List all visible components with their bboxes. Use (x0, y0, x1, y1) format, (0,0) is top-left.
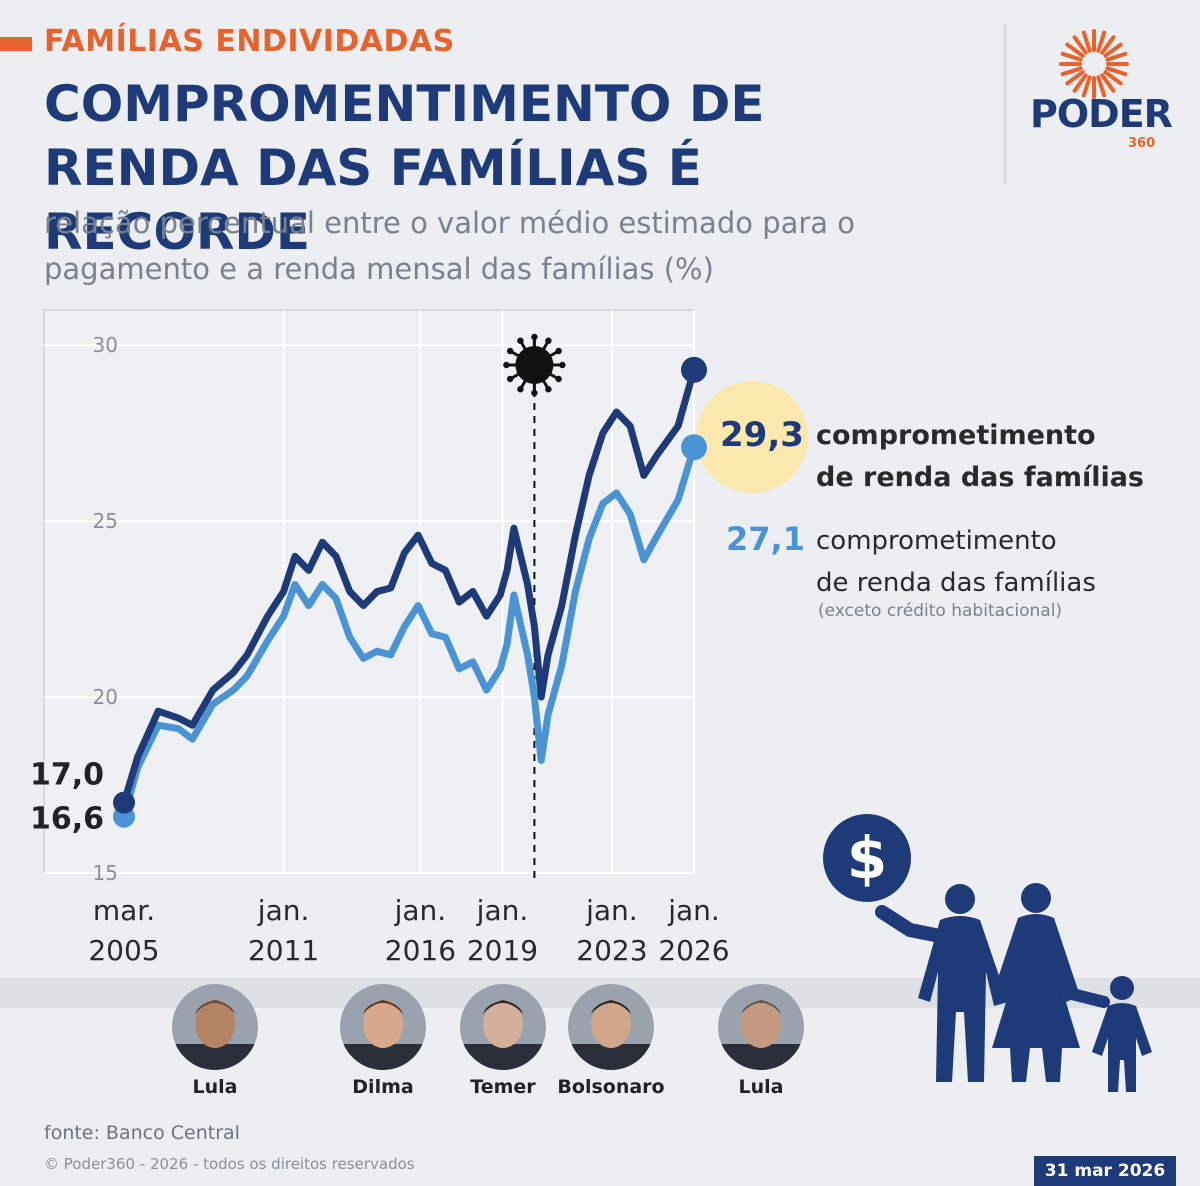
series-line-1 (120, 366, 698, 807)
series-legend: 29,3 comprometimento de renda das famíli… (720, 415, 1144, 621)
sun-ray (1072, 35, 1088, 55)
president-card: Temer (448, 984, 558, 1098)
x-tick-label: 2016 (385, 934, 456, 967)
dollar-icon: $ (847, 824, 887, 892)
president-name: Dilma (352, 1076, 414, 1098)
legend-secondary-value: 27,1 (726, 520, 805, 558)
sun-ray (1081, 30, 1092, 53)
y-axis-ticks: 15 20 25 30 (93, 333, 118, 885)
sun-ray (1060, 51, 1083, 62)
virus-spike-tip (517, 337, 524, 344)
avatar (172, 984, 258, 1070)
x-tick-label: jan. (476, 894, 529, 927)
virus-spike-tip (503, 361, 510, 369)
first-value-label: 17,0 (30, 758, 104, 793)
sun-ray (1072, 73, 1088, 93)
chart-subtitle: relação percentual entre o valor médio e… (44, 206, 856, 286)
series-endpoints (113, 356, 707, 828)
x-tick-label: 2011 (248, 934, 319, 967)
series-line-2 (120, 443, 698, 821)
copyright-note: © Poder360 - 2026 - todos os direitos re… (44, 1155, 415, 1173)
sun-ray (1065, 70, 1085, 86)
publication-date: 31 mar 2026 (1034, 1156, 1176, 1186)
sun-ray (1096, 30, 1107, 53)
avatar (460, 984, 546, 1070)
legend-secondary-line1: comprometimento (816, 526, 1057, 556)
virus-body (515, 346, 554, 384)
x-axis-ticks: mar. 2005 jan. 2011 jan. 2016 jan. 2019 jan. 2023… (88, 894, 729, 967)
virus-spike-tip (555, 347, 562, 355)
avatar (568, 984, 654, 1070)
virus-spike-tip (506, 375, 514, 383)
kicker: FAMÍLIAS ENDIVIDADAS (44, 24, 455, 59)
x-tick-label: jan. (394, 894, 447, 927)
series-lines (120, 366, 698, 821)
sun-ray (1100, 73, 1116, 93)
x-tick-label: mar. (93, 894, 155, 927)
line-chart: 15 20 25 30 mar. 2005 jan. 2011 jan. 2016 jan. 201… (30, 309, 1144, 967)
legend-secondary-note: (exceto crédito habitacional) (818, 601, 1062, 621)
sun-ray (1103, 42, 1123, 58)
x-tick-label: 2026 (658, 934, 729, 967)
president-card: Lula (160, 984, 270, 1098)
y-tick-label: 20 (93, 685, 118, 709)
virus-spike-tip (545, 386, 552, 393)
president-card: Lula (706, 984, 816, 1098)
chart-grid (43, 309, 695, 874)
virus-spike-tip (517, 386, 524, 393)
president-card: Bolsonaro (556, 984, 666, 1098)
sun-logo-icon (1059, 29, 1129, 99)
president-name: Temer (470, 1076, 536, 1098)
legend-main-line2: de renda das famílias (816, 462, 1144, 493)
y-tick-label: 15 (93, 861, 118, 885)
sun-ray (1100, 35, 1116, 55)
x-tick-label: 2023 (576, 934, 647, 967)
kicker-accent-bar (0, 37, 32, 51)
series-end-point (681, 356, 707, 383)
x-tick-label: jan. (257, 894, 310, 927)
page-title: COMPROMENTIMENTO DE RENDA DAS FAMÍLIAS É… (44, 75, 765, 261)
y-tick-label: 30 (93, 333, 118, 357)
sun-ray (1103, 70, 1123, 86)
virus-spike-tip (506, 347, 514, 355)
avatar (340, 984, 426, 1070)
president-card: Dilma (328, 984, 438, 1098)
family-icon: $ (823, 814, 1152, 1092)
source-note: fonte: Banco Central (44, 1122, 240, 1144)
sun-ray (1105, 51, 1128, 62)
x-tick-label: jan. (585, 894, 638, 927)
data-labels: 16,6 17,0 (30, 758, 104, 837)
virus-spike-tip (531, 389, 538, 397)
avatar (718, 984, 804, 1070)
virus-spike-tip (531, 333, 538, 341)
sun-ray (1060, 66, 1083, 77)
plot-area (43, 309, 695, 874)
series-start-point (113, 791, 135, 814)
president-name: Bolsonaro (557, 1076, 665, 1098)
logo-wordmark: PODER (1030, 92, 1173, 136)
president-name: Lula (738, 1076, 784, 1098)
virus-spike-tip (559, 361, 566, 369)
logo-number: 360 (1128, 136, 1156, 151)
y-tick-label: 25 (93, 509, 118, 533)
covid-marker (503, 333, 566, 879)
covid-icon (503, 333, 566, 397)
legend-main-value: 29,3 (720, 415, 804, 455)
value-highlight-circle (696, 381, 808, 493)
sun-ray (1065, 42, 1085, 58)
virus-spike-tip (545, 337, 552, 344)
x-tick-label: jan. (667, 894, 720, 927)
sun-ray (1105, 66, 1128, 77)
x-tick-label: 2019 (467, 934, 538, 967)
president-name: Lula (192, 1076, 238, 1098)
first-value-label: 16,6 (30, 802, 104, 837)
x-tick-label: 2005 (88, 934, 159, 967)
virus-spike-tip (555, 375, 562, 383)
sun-ray (1096, 75, 1107, 98)
legend-secondary-line2: de renda das famílias (816, 568, 1096, 598)
sun-ray (1081, 75, 1092, 98)
series-end-point (681, 434, 707, 461)
logo-divider (1004, 24, 1006, 184)
legend-main-line1: comprometimento (816, 420, 1096, 451)
